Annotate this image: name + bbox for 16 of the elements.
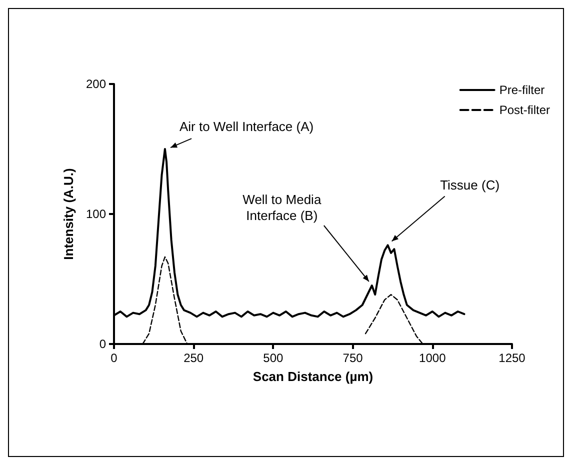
- legend-label: Pre-filter: [499, 83, 545, 97]
- annotation: Well to Media Interface (B): [242, 192, 322, 223]
- x-tick-label: 1000: [419, 351, 446, 365]
- y-tick-label: 200: [86, 77, 106, 91]
- x-tick-label: 0: [110, 351, 118, 365]
- x-tick-label: 500: [263, 351, 284, 365]
- x-axis-title: Scan Distance (µm): [252, 369, 374, 384]
- y-tick-label: 100: [86, 207, 106, 221]
- legend-label: Post-filter: [499, 103, 550, 117]
- annotation: Air to Well Interface (A): [179, 119, 314, 134]
- x-tick-label: 1250: [498, 351, 526, 365]
- x-tick-label: 750: [342, 351, 364, 365]
- x-tick-label: 250: [184, 351, 204, 365]
- y-tick-label: 0: [99, 337, 106, 351]
- y-axis-title: Intensity (A.U.): [61, 168, 76, 260]
- annotation: Tissue (C): [440, 178, 500, 193]
